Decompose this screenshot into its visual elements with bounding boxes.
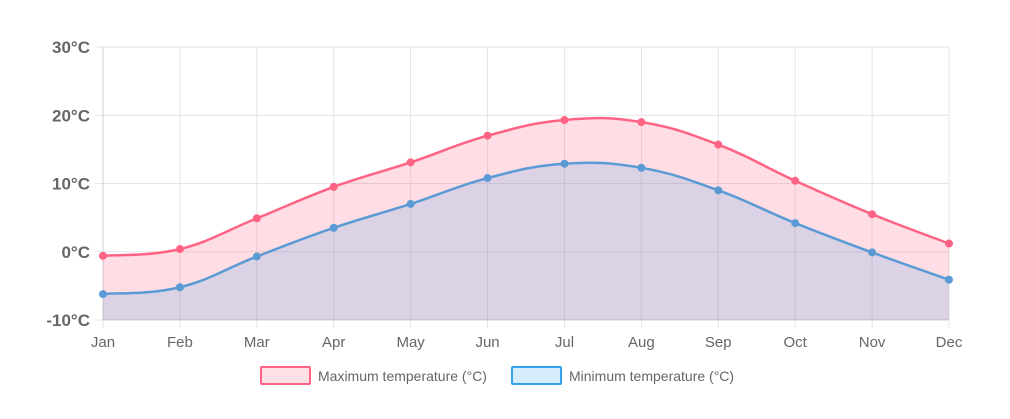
y-tick-label: -10°C (46, 311, 90, 330)
data-point[interactable] (869, 211, 876, 218)
data-point[interactable] (484, 175, 491, 182)
area-layer (103, 118, 949, 320)
legend: Maximum temperature (°C) Minimum tempera… (261, 367, 734, 384)
x-tick-label: Aug (628, 334, 655, 351)
data-point[interactable] (253, 215, 260, 222)
y-tick-label: 10°C (52, 175, 90, 194)
data-point[interactable] (792, 220, 799, 227)
data-point[interactable] (715, 187, 722, 194)
y-tick-label: 30°C (52, 38, 90, 57)
x-tick-label: May (396, 334, 425, 351)
data-point[interactable] (176, 284, 183, 291)
x-tick-label: Jul (555, 334, 574, 351)
legend-label-min[interactable]: Minimum temperature (°C) (569, 368, 734, 384)
data-point[interactable] (407, 200, 414, 207)
data-point[interactable] (330, 224, 337, 231)
data-point[interactable] (253, 253, 260, 260)
x-tick-label: Sep (705, 334, 732, 351)
data-point[interactable] (946, 240, 953, 247)
data-point[interactable] (561, 160, 568, 167)
y-tick-label: 0°C (61, 243, 90, 262)
x-tick-label: Jun (475, 334, 499, 351)
chart-svg: 30°C20°C10°C0°C-10°C Jan Feb Mar Apr May Jun J… (0, 0, 1010, 419)
data-point[interactable] (638, 119, 645, 126)
y-axis-ticks: 30°C 20°C 10°C 0°C -10°C (46, 38, 90, 330)
x-tick-label: Feb (167, 334, 193, 351)
x-tick-label: Apr (322, 334, 345, 351)
x-tick-label: Mar (244, 334, 270, 351)
data-point[interactable] (715, 141, 722, 148)
data-point[interactable] (176, 246, 183, 253)
x-tick-label: Nov (859, 334, 886, 351)
x-tick-label: Jan (91, 334, 115, 351)
data-point[interactable] (100, 252, 107, 259)
data-point[interactable] (330, 183, 337, 190)
data-point[interactable] (561, 117, 568, 124)
x-tick-label: Dec (936, 334, 963, 351)
data-point[interactable] (484, 132, 491, 139)
data-point[interactable] (946, 276, 953, 283)
data-point[interactable] (869, 249, 876, 256)
data-point[interactable] (638, 164, 645, 171)
temperature-chart: 30°C 20°C 10°C 0°C -10°C Jan Feb Mar Apr May Jun J… (0, 0, 1010, 419)
x-axis-ticks: Jan Feb Mar Apr May Jun Jul Aug Sep Oct Nov Dec (91, 334, 963, 351)
x-tick-label: Oct (784, 334, 808, 351)
data-point[interactable] (100, 291, 107, 298)
y-tick-label: 20°C (52, 106, 90, 125)
data-point[interactable] (407, 159, 414, 166)
legend-swatch-max[interactable] (261, 367, 310, 384)
legend-label-max[interactable]: Maximum temperature (°C) (318, 368, 487, 384)
data-point[interactable] (792, 177, 799, 184)
legend-swatch-min[interactable] (512, 367, 561, 384)
